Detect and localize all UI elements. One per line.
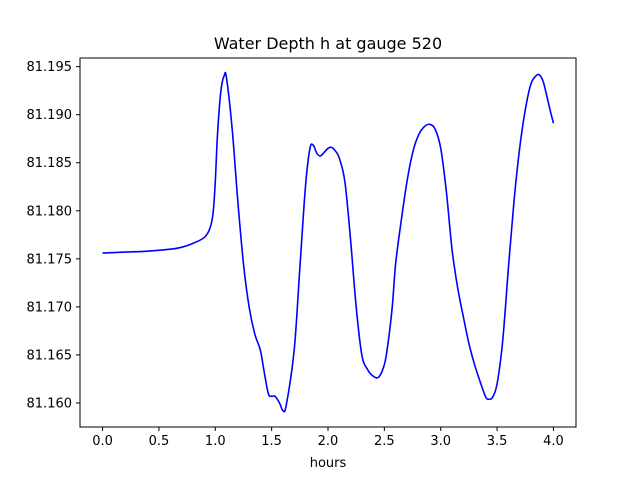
x-tick-label: 0.5: [149, 434, 170, 449]
x-tick-label: 2.5: [374, 434, 395, 449]
chart-title: Water Depth h at gauge 520: [214, 34, 442, 53]
x-tick-label: 3.5: [487, 434, 508, 449]
y-axis: 81.160 81.165 81.170 81.175 81.180 81.185 81.1…: [27, 60, 80, 411]
plot-area: [102, 71, 555, 413]
y-tick-label: 81.170: [27, 300, 73, 315]
y-tick-label: 81.185: [27, 156, 73, 171]
series-line-0: [102, 71, 555, 413]
axes-frame: [79, 57, 577, 428]
x-tick-label: 4.0: [543, 434, 564, 449]
x-tick-label: 0.0: [92, 434, 113, 449]
y-tick-label: 81.160: [27, 396, 73, 411]
x-tick-label: 2.0: [318, 434, 339, 449]
x-tick-label: 1.5: [261, 434, 282, 449]
y-tick-label: 81.195: [27, 60, 73, 75]
y-tick-label: 81.180: [27, 204, 73, 219]
y-tick-label: 81.165: [27, 348, 73, 363]
x-axis: 0.0 0.5 1.0 1.5 2.0 2.5 3.0 3.5 4.0: [92, 427, 564, 449]
x-tick-label: 3.0: [430, 434, 451, 449]
y-tick-label: 81.190: [27, 108, 73, 123]
x-axis-label: hours: [310, 456, 347, 471]
x-tick-label: 1.0: [205, 434, 226, 449]
y-tick-label: 81.175: [27, 252, 73, 267]
